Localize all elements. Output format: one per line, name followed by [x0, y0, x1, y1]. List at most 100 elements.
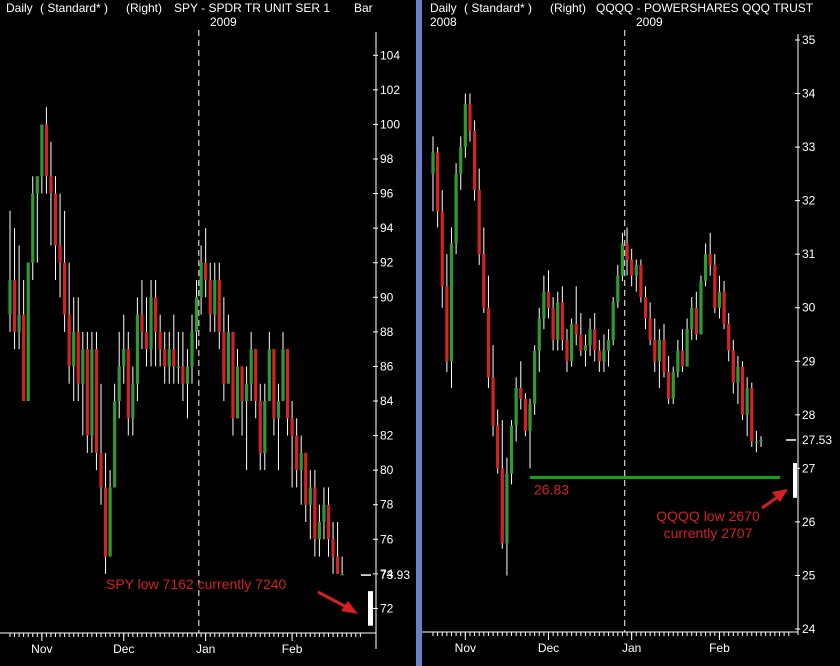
- spy-candle-body: [144, 331, 149, 350]
- spy-y-tick-label: 84: [380, 394, 394, 408]
- qqqq-y-tick-label: 32: [802, 194, 816, 208]
- qqqq-candle-body: [569, 323, 574, 362]
- qqqq-candle-body: [611, 302, 615, 340]
- spy-candle-body: [149, 297, 153, 350]
- spy-candle-body: [108, 487, 112, 557]
- qqqq-candle-body: [431, 152, 435, 174]
- spy-candle-body: [90, 349, 94, 436]
- spy-candle-body: [285, 349, 290, 419]
- qqqq-candle-body: [445, 286, 449, 362]
- qqqq-candle-body: [736, 366, 740, 383]
- qqqq-candle-body: [514, 388, 518, 426]
- spy-header-style: ( Standard* ): [40, 1, 109, 15]
- qqqq-candle-body: [574, 323, 578, 335]
- spy-candle-body: [22, 314, 26, 401]
- spy-candle-body: [295, 435, 299, 471]
- spy-candle-body: [308, 487, 312, 505]
- qqqq-candle-body: [449, 243, 454, 362]
- spy-candlestick-chart: 72 74 76 78 80 82 84 86 88 90 92 94 96 98 100 102 104 Nov…: [0, 30, 410, 656]
- spy-candle-body: [263, 401, 267, 453]
- spy-candle-body: [126, 349, 130, 419]
- qqqq-candle-body: [459, 147, 463, 174]
- qqqq-candle-body: [505, 473, 509, 544]
- spy-candle-body: [208, 280, 212, 315]
- spy-candle-body: [113, 401, 117, 488]
- qqqq-candle-body: [699, 280, 703, 335]
- qqqq-candle-body: [519, 388, 523, 399]
- qqqq-y-tick-label: 31: [802, 247, 816, 261]
- qqqq-y-tick-label: 30: [802, 301, 816, 315]
- qqqq-price-range-marker: [793, 463, 797, 498]
- spy-candle-body: [158, 331, 162, 350]
- spy-candle-body: [99, 452, 103, 488]
- qqqq-candle-body: [491, 377, 495, 426]
- qqqq-candle-body: [454, 173, 458, 244]
- spy-candle-body: [163, 349, 167, 367]
- qqqq-candle-body: [676, 350, 680, 372]
- spy-y-tick-label: 78: [380, 498, 394, 512]
- qqqq-candle-body: [463, 104, 467, 148]
- spy-annotation-arrow-head: [341, 601, 358, 614]
- spy-candle-body: [44, 124, 48, 177]
- spy-candle-body: [299, 452, 303, 471]
- qqqq-candle-body: [551, 307, 555, 340]
- panel-divider: [416, 0, 422, 666]
- spy-candle-body: [176, 366, 180, 368]
- qqqq-candle-body: [620, 243, 625, 276]
- qqqq-candle-body: [468, 104, 472, 132]
- qqqq-x-month-label: Nov: [455, 641, 476, 655]
- spy-y-tick-label: 94: [380, 221, 394, 235]
- spy-candle-body: [231, 331, 235, 419]
- spy-candle-body: [167, 349, 171, 367]
- qqqq-candle-body: [477, 189, 481, 255]
- spy-candle-body: [272, 349, 276, 419]
- spy-candle-body: [26, 262, 30, 401]
- spy-candle-body: [254, 349, 258, 401]
- qqqq-candle-body: [472, 131, 477, 190]
- qqqq-candle-body: [703, 254, 708, 281]
- qqqq-candle-body: [616, 275, 620, 303]
- spy-y-tick-label: 72: [380, 601, 394, 615]
- spy-candle-body: [35, 176, 39, 194]
- qqqq-candle-body: [630, 259, 634, 276]
- qqqq-low-annotation: QQQQ low 2670: [656, 508, 760, 524]
- qqqq-candle-body: [713, 264, 717, 308]
- spy-candle-body: [199, 262, 203, 298]
- spy-y-tick-label: 76: [380, 532, 394, 546]
- spy-header-axis-side: (Right): [126, 1, 163, 15]
- qqqq-candle-body: [750, 388, 754, 442]
- qqqq-candle-body: [588, 329, 592, 346]
- qqqq-last-price-label: 27.53: [802, 433, 832, 447]
- spy-candle-body: [49, 176, 53, 194]
- spy-candle-body: [94, 349, 99, 453]
- qqqq-candle-body: [653, 339, 657, 362]
- spy-y-tick-label: 104: [380, 48, 400, 62]
- spy-y-tick-label: 80: [380, 463, 394, 477]
- spy-candle-body: [8, 280, 12, 315]
- qqqq-chart-panel: Daily ( Standard* ) (Right) QQQQ - POWER…: [422, 0, 840, 666]
- spy-candle-body: [122, 349, 126, 367]
- spy-y-tick-label: 88: [380, 325, 394, 339]
- spy-x-month-label: Nov: [31, 642, 52, 656]
- qqqq-candle-body: [533, 350, 537, 405]
- spy-candle-body: [240, 366, 244, 401]
- qqqq-candle-body: [523, 398, 528, 431]
- qqqq-candle-body: [496, 425, 500, 469]
- qqqq-candle-body: [671, 371, 675, 399]
- qqqq-candle-body: [722, 291, 726, 324]
- spy-candle-body: [235, 366, 240, 419]
- spy-candle-body: [313, 487, 317, 540]
- spy-y-tick-label: 92: [380, 256, 394, 270]
- spy-candle-body: [31, 193, 35, 263]
- spy-candle-body: [67, 314, 71, 367]
- qqqq-annotation-arrow-head: [772, 489, 788, 502]
- spy-y-tick-label: 102: [380, 83, 400, 97]
- spy-candle-body: [245, 383, 249, 401]
- spy-y-tick-label: 82: [380, 429, 394, 443]
- spy-candle-body: [40, 124, 44, 177]
- qqqq-x-month-label: Jan: [622, 641, 641, 655]
- spy-candle-body: [281, 349, 285, 401]
- spy-x-month-label: Dec: [113, 642, 134, 656]
- qqqq-candle-body: [537, 318, 541, 351]
- qqqq-candle-body: [667, 371, 671, 399]
